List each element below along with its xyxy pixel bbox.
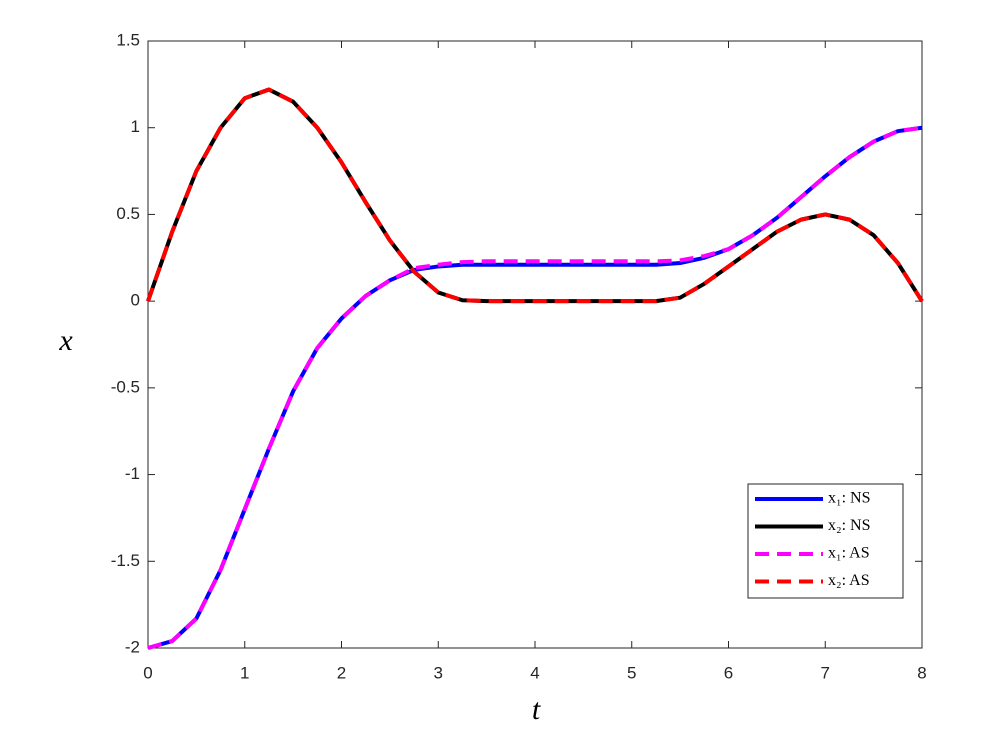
y-tick-label: -1.5 (111, 551, 140, 570)
y-tick-label: 1 (131, 117, 140, 136)
x-tick-label: 1 (240, 663, 249, 682)
x-tick-label: 6 (724, 663, 733, 682)
x-tick-label: 4 (530, 663, 539, 682)
y-tick-label: 0.5 (116, 204, 140, 223)
legend-label: x₂: AS (828, 572, 870, 589)
x-tick-label: 7 (821, 663, 830, 682)
x-tick-label: 3 (434, 663, 443, 682)
legend-label: x₁: NS (828, 490, 870, 507)
y-tick-label: -1 (125, 464, 140, 483)
x-tick-label: 2 (337, 663, 346, 682)
x-axis-label: t (532, 693, 541, 726)
x-tick-label: 0 (143, 663, 152, 682)
legend-label: x₂: NS (828, 517, 870, 534)
y-axis-label: x (58, 324, 73, 357)
y-tick-label: -0.5 (111, 377, 140, 396)
series-line (147, 125, 923, 650)
y-tick-label: -2 (125, 637, 140, 656)
series-line (147, 125, 923, 650)
y-tick-label: 1.5 (116, 30, 140, 49)
legend-label: x₁: AS (828, 545, 870, 562)
y-tick-label: 0 (131, 291, 140, 310)
x-tick-label: 8 (917, 663, 926, 682)
legend-box (747, 483, 904, 599)
series-line (146, 87, 924, 304)
x-tick-label: 5 (627, 663, 636, 682)
